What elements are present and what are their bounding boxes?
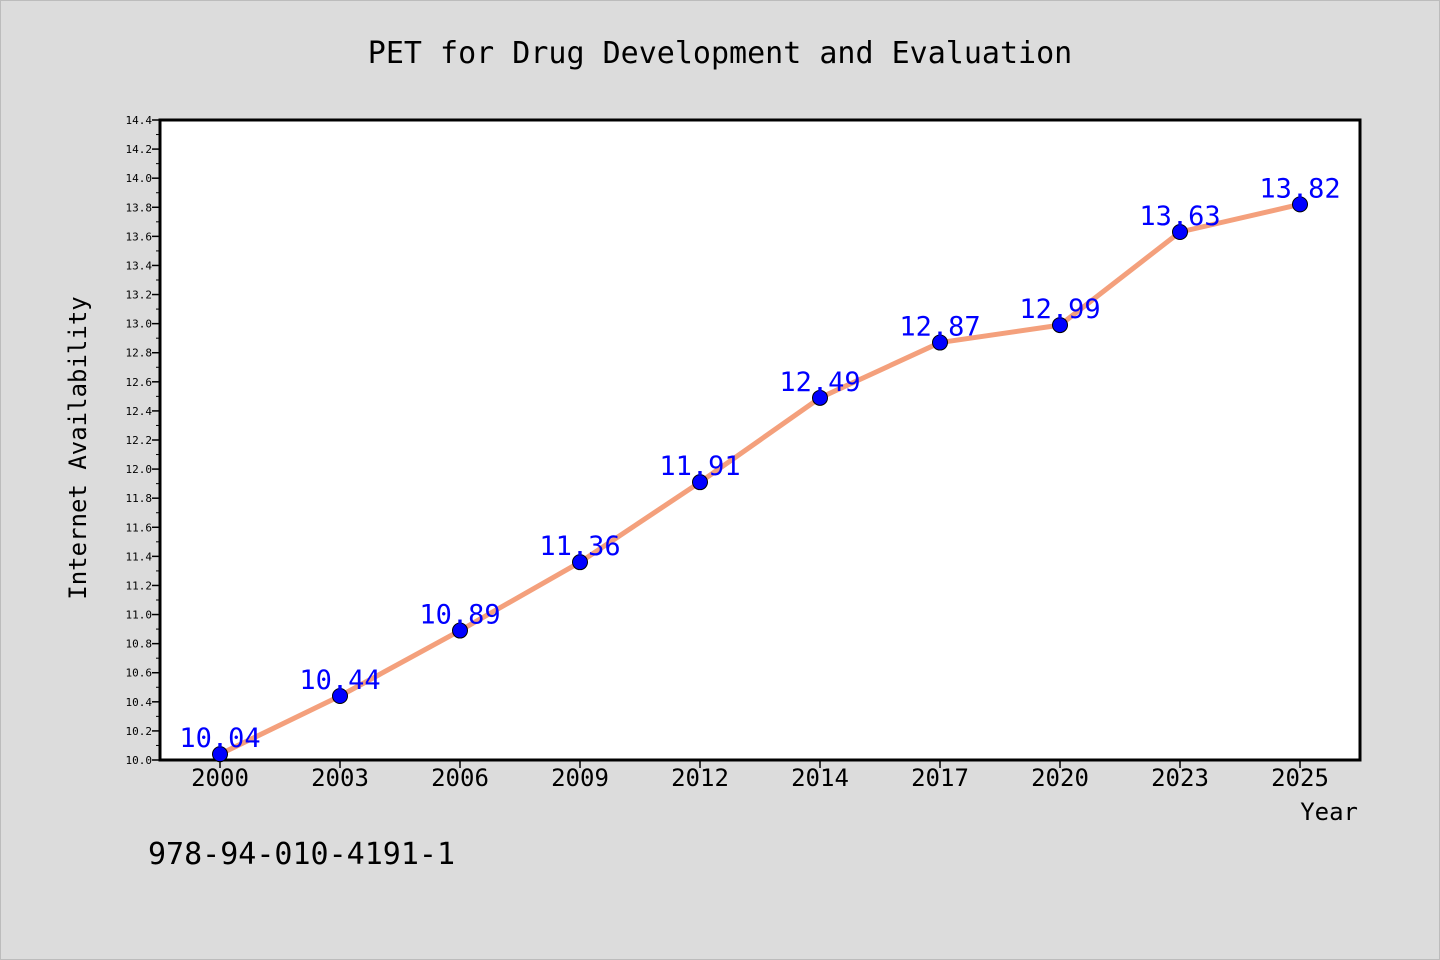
x-tick-label: 2025 <box>1271 764 1329 792</box>
series-markers <box>212 196 1308 763</box>
y-tick-label: 10.4 <box>126 696 153 709</box>
data-point <box>692 474 708 491</box>
y-tick-label: 10.8 <box>126 638 153 651</box>
x-tick-label: 2023 <box>1151 764 1209 792</box>
x-tick-label: 2000 <box>191 764 249 792</box>
data-labels: 10.04 10.44 10.89 11.36 11.91 12.49 12.87 12.99… <box>179 173 1340 754</box>
y-axis: 10.0 10.2 10.4 10.6 10.8 11.0 11.2 11.4 11.6 11.8… <box>126 114 160 767</box>
data-point <box>212 746 228 763</box>
data-label: 11.91 <box>659 451 740 482</box>
y-tick-label: 10.2 <box>126 725 153 738</box>
data-point <box>932 334 948 351</box>
y-tick-label: 11.6 <box>126 521 153 534</box>
data-label: 13.82 <box>1259 173 1340 204</box>
x-tick-label: 2012 <box>671 764 729 792</box>
x-tick-label: 2017 <box>911 764 969 792</box>
y-tick-label: 13.0 <box>126 318 153 331</box>
data-point <box>572 554 588 571</box>
x-axis-label: Year <box>1300 798 1358 826</box>
x-axis: 2000 2003 2006 2009 2012 2014 2017 2020 2023 2025 <box>191 760 1329 792</box>
x-tick-label: 2009 <box>551 764 609 792</box>
y-tick-label: 11.2 <box>126 579 153 592</box>
chart-title: PET for Drug Development and Evaluation <box>368 36 1072 71</box>
y-tick-label: 13.2 <box>126 289 153 302</box>
y-tick-label: 12.8 <box>126 347 153 360</box>
data-label: 10.04 <box>179 723 260 754</box>
y-tick-label: 13.6 <box>126 230 153 243</box>
y-tick-label: 12.0 <box>126 463 153 476</box>
x-tick-label: 2006 <box>431 764 489 792</box>
x-tick-label: 2020 <box>1031 764 1089 792</box>
y-tick-label: 14.4 <box>126 114 153 127</box>
y-tick-label: 13.4 <box>126 259 153 272</box>
data-point <box>332 688 348 704</box>
data-label: 13.63 <box>1139 201 1220 232</box>
series-line <box>218 201 1301 757</box>
data-label: 10.89 <box>419 600 500 631</box>
y-tick-label: 10.6 <box>126 667 153 680</box>
x-tick-label: 2003 <box>311 764 369 792</box>
y-tick-label: 12.2 <box>126 434 153 447</box>
y-tick-label: 10.0 <box>126 754 153 767</box>
data-point <box>1172 224 1188 240</box>
data-label: 10.44 <box>299 665 380 696</box>
data-label: 11.36 <box>539 531 620 562</box>
data-point <box>812 389 828 406</box>
y-tick-label: 14.2 <box>126 143 153 156</box>
y-tick-label: 14.0 <box>126 172 153 185</box>
data-label: 12.49 <box>779 367 860 398</box>
y-tick-label: 11.0 <box>126 609 153 622</box>
y-tick-label: 12.4 <box>126 405 153 418</box>
y-tick-label: 11.8 <box>126 492 153 505</box>
data-point <box>1052 317 1068 334</box>
y-tick-label: 11.4 <box>126 550 153 563</box>
y-tick-label: 12.6 <box>126 376 153 389</box>
y-tick-label: 13.8 <box>126 201 153 214</box>
data-point <box>452 622 468 639</box>
x-tick-label: 2014 <box>791 764 849 792</box>
data-point <box>1292 196 1308 213</box>
y-axis-label: Internet Availability <box>64 296 92 599</box>
data-label: 12.87 <box>899 312 980 343</box>
data-label: 12.99 <box>1019 294 1100 325</box>
annotation-isbn: 978-94-010-4191-1 <box>148 837 455 872</box>
